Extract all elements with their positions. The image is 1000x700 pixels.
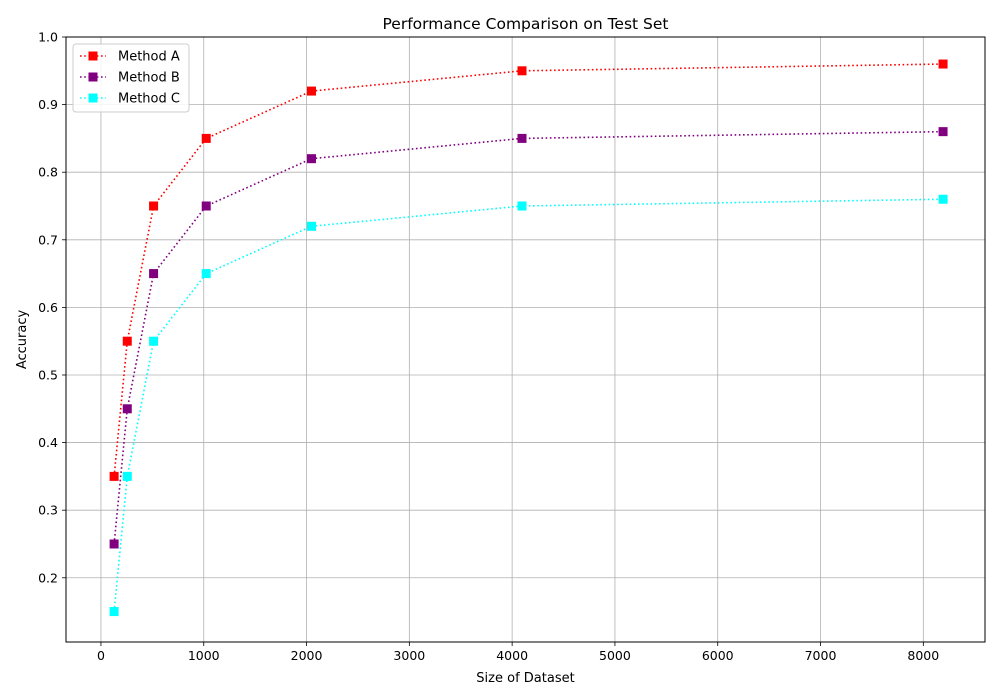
data-point xyxy=(938,59,948,69)
data-point xyxy=(306,154,316,164)
series-layer xyxy=(109,59,948,617)
x-axis-label: Size of Dataset xyxy=(476,671,574,686)
y-tick-label: 0.5 xyxy=(38,367,58,382)
y-axis-label: Accuracy xyxy=(15,310,30,370)
data-point xyxy=(122,336,132,346)
data-point xyxy=(938,127,948,137)
data-point xyxy=(149,269,159,279)
data-point xyxy=(122,404,132,414)
legend-marker xyxy=(88,93,98,103)
data-point xyxy=(201,269,211,279)
data-point xyxy=(306,221,316,231)
legend-item: Method C xyxy=(80,92,180,107)
legend: Method A Method B Method C xyxy=(72,43,190,113)
data-point xyxy=(149,336,159,346)
y-tick-label: 0.6 xyxy=(38,300,58,315)
x-tick-label: 8000 xyxy=(907,648,939,663)
legend-label: Method B xyxy=(118,71,180,86)
x-tick-label: 4000 xyxy=(496,648,528,663)
chart-title: Performance Comparison on Test Set xyxy=(382,15,668,33)
y-tick-label: 0.9 xyxy=(38,97,58,112)
data-point xyxy=(306,86,316,96)
data-point xyxy=(109,607,119,617)
x-tick-label: 6000 xyxy=(702,648,734,663)
series-method-b xyxy=(109,127,948,549)
data-point xyxy=(517,133,527,143)
x-tick-label: 7000 xyxy=(805,648,837,663)
plot-frame xyxy=(65,36,986,643)
legend-box xyxy=(72,43,190,113)
x-tick-label: 2000 xyxy=(291,648,323,663)
data-point xyxy=(517,201,527,211)
data-point xyxy=(517,66,527,76)
x-tick-label: 1000 xyxy=(188,648,220,663)
y-axis-ticks: 0.2 0.3 0.4 0.5 0.6 0.7 0.8 0.9 1.0 xyxy=(38,30,66,585)
x-tick-label: 3000 xyxy=(393,648,425,663)
data-point xyxy=(109,539,119,549)
y-tick-label: 0.8 xyxy=(38,165,58,180)
y-tick-label: 1.0 xyxy=(38,30,58,45)
data-point xyxy=(109,471,119,481)
legend-marker xyxy=(88,72,98,82)
y-tick-label: 0.2 xyxy=(38,570,58,585)
x-axis-ticks: 0 1000 2000 3000 4000 5000 6000 7000 8000 xyxy=(97,642,939,663)
series-method-a xyxy=(109,59,948,481)
x-tick-label: 0 xyxy=(97,648,105,663)
legend-label: Method A xyxy=(118,50,180,65)
data-point xyxy=(938,194,948,204)
legend-item: Method B xyxy=(80,71,180,86)
y-tick-label: 0.4 xyxy=(38,435,58,450)
data-point xyxy=(122,471,132,481)
grid xyxy=(66,36,985,642)
data-point xyxy=(149,201,159,211)
legend-marker xyxy=(88,51,98,61)
y-tick-label: 0.3 xyxy=(38,503,58,518)
data-point xyxy=(201,201,211,211)
x-tick-label: 5000 xyxy=(599,648,631,663)
data-point xyxy=(201,133,211,143)
series-method-c xyxy=(109,194,948,617)
y-tick-label: 0.7 xyxy=(38,232,58,247)
legend-label: Method C xyxy=(118,92,180,107)
legend-item: Method A xyxy=(80,50,180,65)
